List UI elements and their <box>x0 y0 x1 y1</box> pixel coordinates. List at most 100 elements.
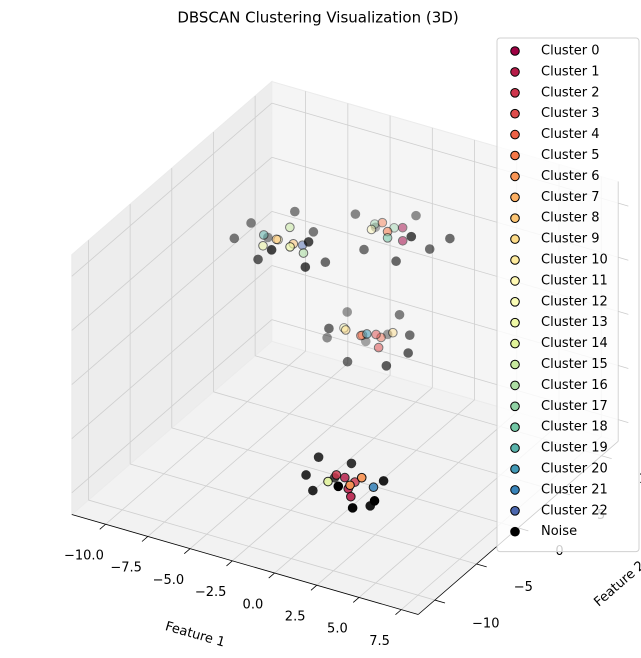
point <box>258 230 269 240</box>
x-tick <box>141 536 149 542</box>
y-tick <box>434 599 446 604</box>
point <box>340 325 351 335</box>
legend-marker <box>510 485 520 495</box>
point <box>345 480 355 491</box>
legend-label: Cluster 7 <box>541 190 600 205</box>
point <box>377 217 388 228</box>
point <box>285 242 295 252</box>
legend-label: Cluster 9 <box>541 232 600 247</box>
y-tick-label: −10 <box>472 616 499 631</box>
legend-label: Cluster 3 <box>541 106 600 121</box>
point <box>350 209 361 219</box>
points <box>229 206 455 513</box>
legend-label: Cluster 2 <box>541 85 600 100</box>
point <box>404 330 415 340</box>
point <box>285 222 295 233</box>
point <box>356 472 367 483</box>
legend-marker <box>510 464 520 474</box>
legend-label: Cluster 1 <box>541 64 600 79</box>
point <box>347 503 358 513</box>
legend-label: Cluster 0 <box>541 44 600 59</box>
point <box>320 257 331 268</box>
legend-label: Cluster 10 <box>541 253 608 268</box>
y-axis-label: Feature 2 <box>591 558 641 610</box>
point <box>388 327 398 338</box>
grid-line <box>71 265 273 440</box>
point <box>359 244 369 255</box>
point <box>266 245 277 255</box>
legend-label: Cluster 6 <box>541 169 600 184</box>
legend-marker <box>510 108 520 119</box>
legend-label: Noise <box>541 524 577 539</box>
legend-marker <box>510 443 520 453</box>
point <box>369 219 380 229</box>
grid-line <box>71 319 273 494</box>
legend-marker <box>510 276 520 286</box>
grid-line <box>88 499 435 601</box>
point <box>403 348 413 358</box>
legend-marker <box>510 317 520 328</box>
legend-label: Cluster 19 <box>541 441 608 456</box>
point <box>346 458 357 469</box>
legend-marker <box>510 150 520 161</box>
legend-marker <box>510 46 520 56</box>
point <box>394 309 405 320</box>
legend-label: Cluster 16 <box>541 378 608 393</box>
legend-label: Cluster 18 <box>541 420 608 435</box>
point <box>300 262 311 272</box>
x-tick-label: −10.0 <box>64 549 104 564</box>
legend-label: Cluster 8 <box>541 211 600 226</box>
point <box>258 240 268 251</box>
point <box>308 227 319 237</box>
point <box>298 248 309 258</box>
legend-marker <box>510 129 520 140</box>
point <box>313 452 324 462</box>
point <box>368 482 379 493</box>
legend-marker <box>510 171 520 182</box>
point <box>382 329 393 340</box>
legend-marker <box>510 88 520 98</box>
legend-marker <box>510 255 520 265</box>
point <box>342 356 353 367</box>
point <box>290 206 300 217</box>
point <box>301 470 311 480</box>
legend-label: Cluster 11 <box>541 273 608 288</box>
legend-marker <box>510 297 520 307</box>
x-tick-label: 5.0 <box>327 622 348 637</box>
point <box>362 329 372 339</box>
legend-label: Cluster 14 <box>541 336 608 351</box>
legend-label: Cluster 21 <box>541 482 608 497</box>
legend-label: Cluster 13 <box>541 315 608 330</box>
x-tick-label: −7.5 <box>110 561 142 576</box>
x-tick-label: −5.0 <box>153 573 185 588</box>
point <box>366 224 377 235</box>
legend-label: Cluster 20 <box>541 462 608 477</box>
point <box>331 470 342 480</box>
point <box>373 342 384 353</box>
point <box>229 233 240 244</box>
point <box>445 233 455 244</box>
x-tick <box>226 560 233 567</box>
y-tick <box>476 563 487 568</box>
point <box>342 307 353 317</box>
point <box>246 218 256 228</box>
x-tick <box>352 597 360 603</box>
point <box>333 481 344 492</box>
legend-marker <box>510 192 520 203</box>
x-tick <box>395 609 402 615</box>
legend-label: Cluster 17 <box>541 399 608 414</box>
point <box>340 472 350 483</box>
legend-marker <box>510 422 520 433</box>
point <box>391 256 401 267</box>
point <box>424 244 435 254</box>
legend-marker <box>510 234 520 244</box>
legend-marker <box>510 526 520 537</box>
x-tick <box>99 523 106 530</box>
legend-marker <box>510 67 520 77</box>
x-tick <box>310 584 318 591</box>
point <box>303 237 314 247</box>
legend: Cluster 0 Cluster 1 Cluster 2 Cluster 3 Clus… <box>496 37 640 553</box>
x-tick-label: 2.5 <box>285 609 306 624</box>
legend-label: Cluster 4 <box>541 127 600 142</box>
